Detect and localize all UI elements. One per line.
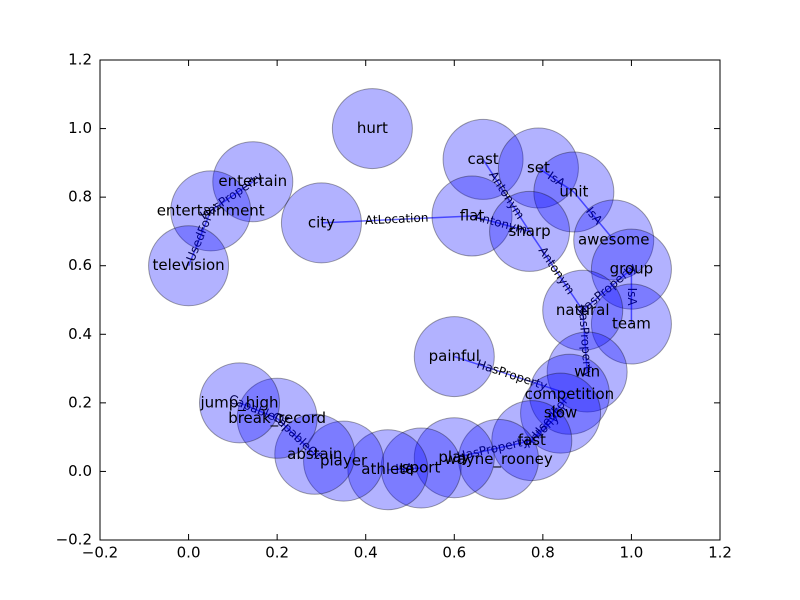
edge xyxy=(387,467,422,471)
node-label: fast xyxy=(518,431,546,449)
x-tick-label: 0.4 xyxy=(354,544,378,562)
edge xyxy=(239,402,278,419)
node-label: city xyxy=(308,213,335,231)
node xyxy=(442,118,524,200)
node-label: player xyxy=(320,452,368,470)
node-label: set xyxy=(527,159,550,177)
y-tick-label: 0.8 xyxy=(68,188,92,206)
edge xyxy=(531,393,571,442)
node xyxy=(528,353,610,435)
node xyxy=(533,151,615,233)
node-label: group xyxy=(610,260,654,278)
node xyxy=(274,413,356,495)
x-tick-label: 1.0 xyxy=(619,544,643,562)
node xyxy=(489,190,571,272)
node-label: jump_high xyxy=(199,393,278,412)
node xyxy=(280,182,362,264)
node xyxy=(497,127,579,209)
node xyxy=(590,228,672,310)
edge xyxy=(471,215,530,233)
node-label: entertain xyxy=(218,172,287,190)
edge xyxy=(482,159,531,232)
node xyxy=(212,141,294,223)
node xyxy=(413,316,495,398)
node-label: natural xyxy=(556,301,610,319)
x-tick-label: −0.2 xyxy=(82,544,118,562)
edge xyxy=(528,231,584,311)
edge xyxy=(321,215,473,224)
node-label: cast xyxy=(468,150,499,168)
node xyxy=(148,225,230,307)
edge xyxy=(276,417,316,455)
edge xyxy=(210,181,254,212)
node xyxy=(431,175,513,257)
edge xyxy=(581,310,588,373)
edge-label: IsA xyxy=(625,288,639,307)
y-tick-label: 0.6 xyxy=(68,256,92,274)
edge xyxy=(187,210,212,266)
y-tick-label: 0.0 xyxy=(68,462,92,480)
edge xyxy=(582,268,632,311)
edge xyxy=(531,412,562,442)
node-label: athlete xyxy=(361,460,414,478)
node-label: sharp xyxy=(508,222,550,240)
node xyxy=(573,199,655,281)
edge xyxy=(573,191,615,241)
node-label: flat xyxy=(460,207,485,225)
node-label: hurt xyxy=(357,119,388,137)
node-label: team xyxy=(612,315,651,333)
y-tick-label: 1.0 xyxy=(68,119,92,137)
node xyxy=(199,362,280,444)
node xyxy=(170,170,252,252)
x-tick-label: 0.0 xyxy=(177,544,201,562)
node-label: awesome xyxy=(578,231,650,249)
axes: −0.2 0.0 0.2 0.4 0.6 0.8 1.0 1.2 −0.2 0.0 0.2 0.4 0.… xyxy=(56,51,732,562)
y-tick-label: 0.2 xyxy=(68,393,92,411)
node-label: slow xyxy=(544,404,577,422)
y-tick-label: 1.2 xyxy=(68,51,92,69)
x-tick-label: 0.2 xyxy=(265,544,289,562)
node-label: abstain xyxy=(287,445,342,463)
node xyxy=(236,377,318,459)
x-tick-label: 0.8 xyxy=(531,544,555,562)
node xyxy=(331,88,413,170)
node xyxy=(458,418,540,500)
edge-label: HasProperty xyxy=(576,304,595,378)
node xyxy=(347,429,429,511)
node xyxy=(546,331,628,413)
edge xyxy=(538,167,575,193)
nodes: hurt entertain entertainment television city… xyxy=(148,88,672,511)
node xyxy=(542,269,624,351)
node xyxy=(413,417,495,499)
edge xyxy=(454,355,570,395)
node-label: painful xyxy=(429,347,480,365)
node-label: break_record xyxy=(228,409,326,428)
x-tick-label: 1.2 xyxy=(708,544,732,562)
edge-label: IsA xyxy=(395,461,414,476)
y-tick-label: 0.4 xyxy=(68,325,92,343)
node-label: entertainment xyxy=(157,201,265,219)
x-tick-label: 0.6 xyxy=(442,544,466,562)
y-tick-label: −0.2 xyxy=(56,531,92,549)
node-label: win xyxy=(574,363,600,381)
node xyxy=(590,283,672,365)
node-label: competition xyxy=(525,385,615,403)
node-label: sport xyxy=(402,459,441,477)
plot-frame xyxy=(99,59,721,541)
node xyxy=(491,400,573,482)
node-label: unit xyxy=(559,183,588,201)
node-label: play xyxy=(438,448,470,466)
edge xyxy=(454,439,532,459)
node xyxy=(303,420,385,502)
node xyxy=(520,372,602,454)
edge-label: AtLocation xyxy=(365,210,429,227)
node-label: wayne_rooney xyxy=(444,450,552,469)
node-label: television xyxy=(152,256,224,274)
node xyxy=(380,427,462,509)
